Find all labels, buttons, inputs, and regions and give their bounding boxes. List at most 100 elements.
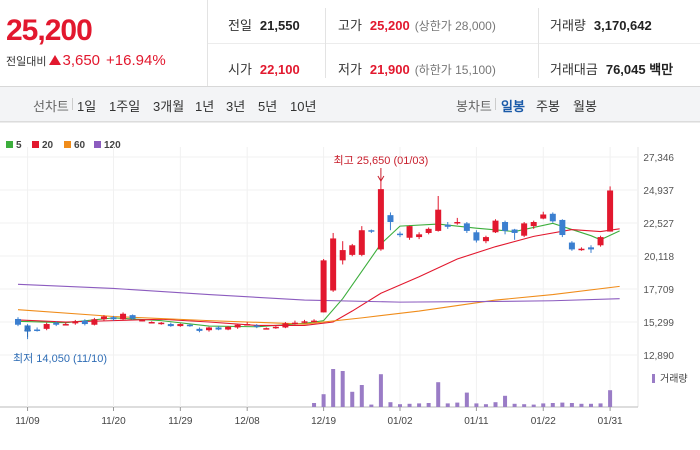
candle-body bbox=[597, 237, 604, 246]
candle bbox=[110, 315, 117, 321]
candle-body bbox=[425, 228, 432, 233]
candle bbox=[540, 211, 547, 220]
legend-label: 5 bbox=[16, 140, 22, 151]
stat-value: 22,100 bbox=[259, 62, 300, 77]
chart-toolbar: 선차트 1일 1주일 3개월 1년 3년 5년 10년 봉차트 일봉 주봉 월봉 bbox=[0, 87, 700, 122]
candle bbox=[177, 323, 184, 327]
stat-label: 저가 bbox=[338, 62, 362, 77]
candle-body bbox=[244, 324, 251, 326]
legend-label: 120 bbox=[104, 140, 121, 151]
candle-body bbox=[91, 319, 98, 325]
candle bbox=[511, 228, 518, 240]
candle bbox=[158, 321, 165, 325]
x-tick-label: 11/20 bbox=[101, 416, 126, 427]
candle bbox=[91, 317, 98, 326]
candle bbox=[311, 319, 318, 323]
stat-label: 고가 bbox=[338, 18, 362, 33]
candle-body bbox=[511, 229, 518, 233]
candle-body bbox=[206, 327, 212, 331]
ma60-line bbox=[17, 285, 620, 325]
volume-bar bbox=[512, 403, 517, 407]
period-5y-button[interactable]: 5년 bbox=[258, 99, 278, 114]
min-annotation: 최저 14,050 (11/10) bbox=[13, 352, 107, 365]
candle-body bbox=[339, 250, 346, 261]
candle-body bbox=[492, 220, 499, 233]
volume-bar bbox=[493, 402, 498, 407]
stat-open: 시가 22,100 bbox=[228, 59, 300, 78]
candles bbox=[15, 180, 614, 340]
candle bbox=[492, 219, 499, 233]
candle-body bbox=[502, 222, 509, 231]
candle bbox=[435, 195, 442, 232]
period-1d-button[interactable]: 1일 bbox=[77, 99, 97, 114]
candle-body bbox=[416, 234, 423, 238]
volume-bar bbox=[350, 391, 355, 407]
candle-body bbox=[568, 242, 575, 250]
candle bbox=[568, 241, 575, 251]
candle-body bbox=[473, 232, 480, 241]
legend-ma5: 5 bbox=[6, 140, 22, 151]
current-price-box: 25,200 전일대비 3,650 +16.94% bbox=[0, 0, 208, 86]
daily-candle-button[interactable]: 일봉 bbox=[501, 99, 525, 114]
volume-bar bbox=[483, 404, 488, 407]
volume-bar bbox=[560, 402, 565, 407]
moving-averages bbox=[17, 222, 620, 328]
up-triangle-icon bbox=[49, 55, 62, 65]
candle bbox=[186, 324, 193, 327]
period-10y-button[interactable]: 10년 bbox=[290, 99, 317, 114]
candle-body bbox=[291, 322, 298, 325]
stat-trade-value: 거래대금 76,045 백만 bbox=[550, 59, 673, 78]
candle-body bbox=[234, 324, 241, 328]
period-1y-button[interactable]: 1년 bbox=[195, 99, 215, 114]
x-tick-label: 12/08 bbox=[235, 416, 260, 427]
candle-body bbox=[215, 327, 222, 330]
stat-value: 76,045 백만 bbox=[605, 62, 674, 77]
period-3y-button[interactable]: 3년 bbox=[226, 99, 246, 114]
candle-body bbox=[358, 230, 365, 255]
volume-bar bbox=[579, 403, 584, 407]
candle-body bbox=[530, 222, 537, 227]
candle-body bbox=[100, 316, 107, 320]
volume-bar bbox=[445, 403, 450, 407]
volume-bar bbox=[569, 403, 574, 407]
volume-label: 거래량 bbox=[660, 373, 688, 385]
candle bbox=[301, 319, 308, 324]
period-1w-button[interactable]: 1주일 bbox=[109, 99, 141, 114]
candle-body bbox=[301, 321, 308, 323]
candle bbox=[215, 326, 222, 331]
candle bbox=[377, 180, 384, 251]
candle-body bbox=[406, 226, 413, 238]
period-3m-button[interactable]: 3개월 bbox=[153, 99, 185, 114]
volume-bar bbox=[417, 403, 422, 407]
volume-bar bbox=[541, 403, 546, 407]
candle-body bbox=[15, 318, 21, 325]
min-arrow-head bbox=[24, 325, 31, 332]
candle-body bbox=[540, 214, 547, 219]
candle-body bbox=[397, 233, 403, 236]
volume-bar bbox=[464, 392, 469, 407]
candle-body bbox=[330, 238, 337, 291]
monthly-candle-button[interactable]: 월봉 bbox=[573, 99, 597, 114]
candle-body bbox=[368, 230, 375, 232]
candle bbox=[358, 226, 365, 257]
candle bbox=[282, 321, 289, 329]
candle bbox=[244, 321, 251, 326]
y-tick-label: 22,527 bbox=[643, 219, 674, 230]
line-chart-label: 선차트 bbox=[33, 99, 69, 114]
candle bbox=[72, 319, 79, 325]
candle bbox=[43, 322, 50, 331]
candle-body bbox=[253, 325, 260, 327]
candle bbox=[482, 235, 489, 244]
candle bbox=[368, 229, 375, 233]
candle bbox=[549, 212, 556, 223]
candle bbox=[559, 219, 566, 238]
x-tick-label: 11/09 bbox=[15, 416, 40, 427]
weekly-candle-button[interactable]: 주봉 bbox=[536, 99, 560, 114]
y-tick-label: 20,118 bbox=[644, 252, 674, 263]
candle-body bbox=[186, 324, 193, 327]
candle-body bbox=[454, 222, 461, 224]
volume-bar bbox=[312, 403, 317, 407]
volume-bar bbox=[550, 403, 555, 407]
candle-body bbox=[482, 237, 489, 242]
candle-body bbox=[72, 321, 79, 324]
